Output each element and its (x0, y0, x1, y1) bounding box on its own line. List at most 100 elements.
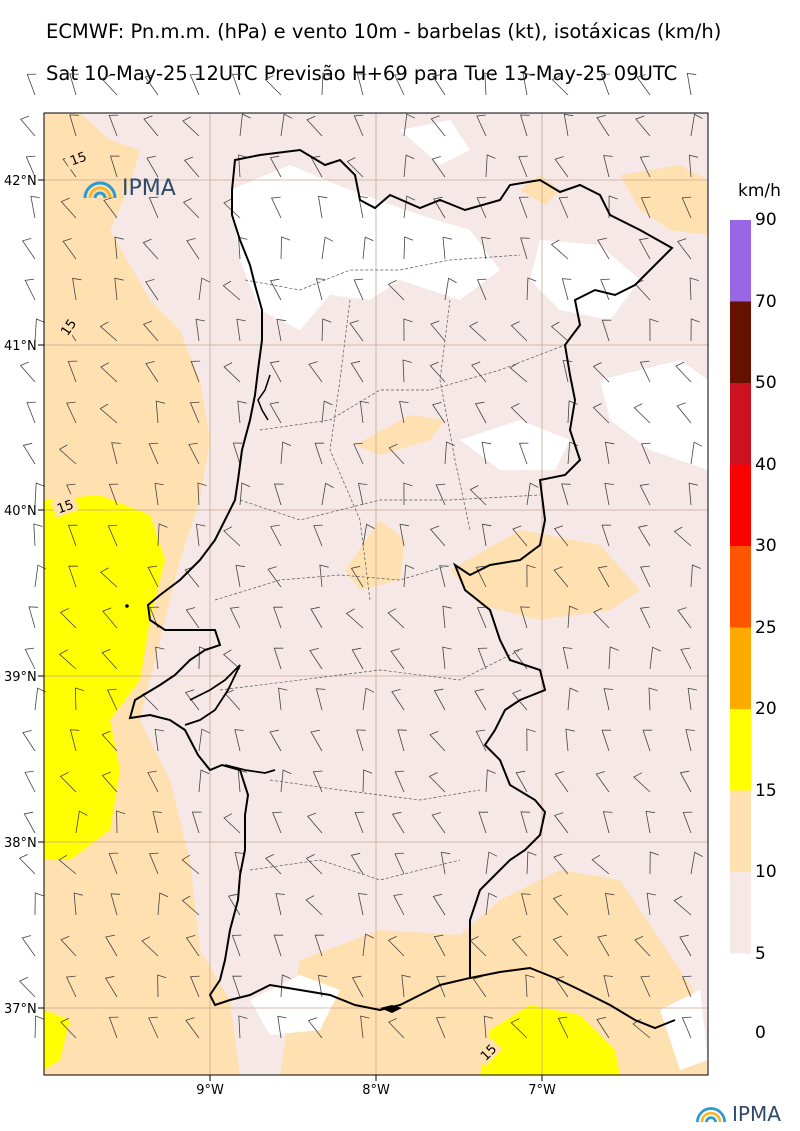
wind-barb (608, 646, 619, 670)
wind-barb (526, 482, 539, 506)
wind-barb (319, 564, 329, 588)
ipma-footer-logo: IPMA (694, 1102, 781, 1126)
wind-barb (143, 115, 159, 137)
wind-barb (510, 1018, 528, 1039)
wind-barb (565, 728, 575, 752)
wind-barb (321, 318, 332, 342)
wind-barb (234, 729, 244, 752)
wind-barb (553, 853, 569, 875)
wind-barb (403, 154, 415, 178)
wind-barb (223, 362, 241, 383)
wind-barb (185, 607, 200, 629)
wind-barb (634, 935, 651, 957)
lat-label-41n: 41°N (4, 339, 37, 354)
colorbar-swatch-70 (730, 220, 751, 302)
wind-barb (181, 854, 200, 875)
wind-barb (552, 935, 569, 957)
wind-barb (101, 74, 118, 96)
wind-barb (149, 852, 159, 875)
wind-barb (681, 1016, 692, 1039)
wind-barb (512, 689, 528, 711)
wind-barb (688, 154, 699, 178)
wind-barb (101, 730, 118, 752)
wind-barb (314, 934, 325, 957)
wind-barb (182, 116, 200, 137)
wind-barb (551, 75, 569, 96)
wind-barb (432, 893, 446, 916)
lat-label-42n: 42°N (4, 174, 37, 189)
wind-barb (346, 157, 364, 178)
wind-barb (673, 526, 692, 547)
wind-barb (597, 237, 610, 260)
isotach-fill-calm-e (600, 360, 708, 470)
wind-barb (362, 523, 375, 547)
wind-barb (19, 976, 36, 998)
wind-barb (21, 935, 36, 957)
wind-barb (236, 318, 246, 342)
wind-barb (442, 646, 452, 670)
wind-barb (550, 239, 569, 260)
lat-label-40n: 40°N (4, 504, 37, 519)
wind-barb (34, 482, 45, 506)
wind-barb (232, 73, 242, 96)
wind-barb (639, 606, 651, 629)
wind-barb (58, 649, 77, 670)
wind-barb (100, 567, 118, 588)
wind-barb (525, 974, 535, 998)
wind-barb (238, 1015, 248, 1039)
wind-barb (307, 812, 323, 834)
wind-barb (107, 524, 118, 547)
wind-barb (101, 771, 118, 793)
wind-barb (100, 362, 118, 383)
wind-barb (185, 1017, 200, 1039)
wind-barb (351, 975, 364, 998)
wind-barb (481, 236, 491, 260)
wind-barb (435, 483, 446, 506)
wind-barb (686, 72, 697, 96)
wind-barb (469, 485, 487, 506)
wind-barb (34, 1015, 45, 1039)
wind-barb (433, 196, 446, 219)
wind-barb (104, 975, 118, 998)
wind-barb (186, 238, 200, 260)
lat-axis: 42°N 41°N 40°N 39°N 38°N 37°N (4, 174, 44, 1017)
wind-barb (362, 236, 374, 260)
wind-barb (476, 606, 487, 629)
wind-barb (280, 113, 293, 137)
wind-barb (675, 361, 692, 383)
wind-barb (690, 564, 701, 588)
wind-barb (391, 811, 405, 834)
colorbar-swatch-15 (730, 709, 751, 791)
wind-barb (25, 155, 36, 178)
wind-barb (357, 483, 368, 506)
wind-barb (688, 482, 698, 506)
wind-barb (318, 195, 328, 219)
wind-barb (182, 198, 200, 219)
wind-barb (237, 400, 247, 424)
wind-barb (690, 113, 703, 137)
wind-barb (431, 812, 446, 834)
wind-barb (18, 854, 36, 875)
wind-barb (526, 728, 536, 752)
isotach-fill-calm-se (660, 990, 708, 1070)
colorbar-label-70: 70 (755, 291, 777, 312)
wind-barb (646, 892, 656, 916)
wind-barb (563, 113, 574, 137)
wind-barb (558, 196, 569, 219)
wind-barb (353, 442, 364, 465)
wind-barb (239, 113, 251, 137)
wind-barb (195, 318, 205, 342)
wind-barb (145, 361, 159, 383)
colorbar-swatch-40 (730, 383, 751, 465)
wind-barb (108, 852, 119, 875)
wind-barb (356, 729, 366, 752)
wind-barb (276, 318, 286, 342)
wind-barb (520, 237, 530, 260)
wind-barb (526, 564, 536, 588)
wind-barb (554, 812, 569, 834)
wind-barb (60, 197, 77, 219)
wind-barb (481, 441, 492, 465)
wind-barb (223, 813, 241, 834)
wind-barb (34, 687, 46, 711)
wind-barb (567, 687, 579, 711)
